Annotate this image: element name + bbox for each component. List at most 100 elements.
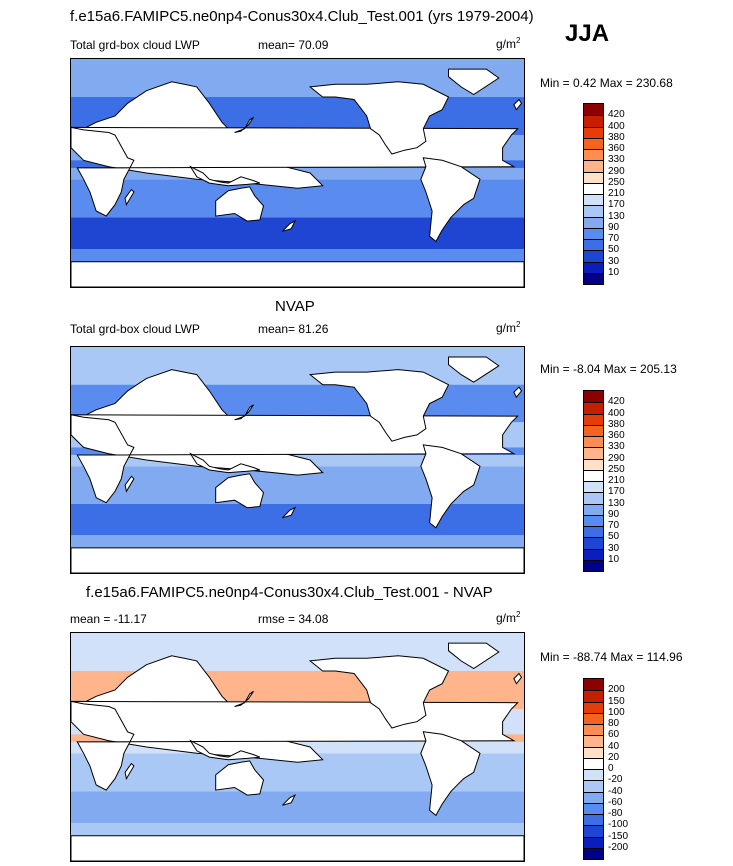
colorbar-tick-label: 90 [608,508,620,520]
land-outline [282,506,297,519]
ocean-band-southern-edge [71,249,524,262]
colorbar-box [584,514,603,526]
colorbar-tick-label: 10 [608,553,620,565]
panel1-map [70,58,525,288]
colorbar-box [584,847,603,859]
colorbar-tick-label: 60 [608,729,620,741]
colorbar-tick-label: -80 [608,808,623,819]
colorbar-tick-label: 360 [608,430,625,441]
colorbar-box [584,769,603,781]
colorbar-box [584,537,603,549]
colorbar-box [584,261,603,273]
land-outline [308,81,450,155]
colorbar-box [584,780,603,792]
colorbar-tick-label: 170 [608,486,625,498]
colorbar-box [584,149,603,161]
colorbar-box [584,194,603,206]
panel1-colorbar: 420 400 380 360 330 290 250 210 170 130 90 70 50 30 10 [583,103,625,285]
colorbar-box [584,712,603,724]
ocean-band-southern [71,791,524,823]
colorbar-box [584,735,603,747]
colorbar-tick-label: -20 [608,774,623,786]
colorbar-tick-label: 90 [608,221,620,233]
colorbar-tick-label: 100 [608,706,625,718]
land-outline [234,116,254,133]
colorbar-box [584,679,603,691]
colorbar-box [584,503,603,515]
colorbar-tick-label: 250 [608,463,625,475]
colorbar-tick-label: 70 [608,233,620,244]
colorbar-box [584,250,603,262]
colorbar-tick-label: 400 [608,120,625,132]
panel3-min-max: Min = -88.74 Max = 114.96 [540,650,683,664]
colorbar-box [584,447,603,459]
colorbar-box [584,104,603,116]
figure-title: f.e15a6.FAMIPC5.ne0np4-Conus30x4.Club_Te… [70,8,534,25]
colorbar-box [584,126,603,138]
colorbar-box [584,791,603,803]
colorbar-tick-label: 210 [608,475,625,486]
land-outline [282,793,297,806]
panel3-map [70,632,525,862]
map-canvas [71,633,524,861]
colorbar-box [584,424,603,436]
colorbar-box [584,216,603,228]
season-label: JJA [565,20,610,47]
colorbar-tick-label: 130 [608,210,625,222]
land-outline [215,760,265,796]
colorbar-tick-label: 10 [608,266,620,278]
colorbar-tick-label: 50 [608,531,620,543]
panel2-min-max: Min = -8.04 Max = 205.13 [540,362,677,376]
colorbar-box [584,137,603,149]
panel3-heading: f.e15a6.FAMIPC5.ne0np4-Conus30x4.Club_Te… [86,584,493,601]
land-outline [420,444,481,529]
ocean-band-southern [71,503,524,536]
colorbar-tick-label: 200 [608,684,625,696]
colorbar-box [584,836,603,848]
land-outline [189,165,260,187]
colorbar-tick-label: 420 [608,109,625,121]
panel2-colorbar: 420 400 380 360 330 290 250 210 170 130 90 70 50 30 10 [583,390,625,572]
colorbar-tick-label: 360 [608,143,625,154]
colorbar-box [584,458,603,470]
colorbar-box [584,757,603,769]
colorbar-box [584,690,603,702]
land-outline [189,452,260,474]
colorbar-box [584,825,603,837]
land-outline [448,356,500,383]
colorbar-box [584,413,603,425]
colorbar-tick-label: 20 [608,751,620,763]
colorbar-tick-label: -60 [608,796,623,808]
panel1-units-label: g/m2 [496,36,521,51]
panel3-units-label: g/m2 [496,610,521,625]
panel1-mean-label: mean= 70.09 [258,38,329,52]
colorbar-tick-label: 290 [608,452,625,464]
panel2-units-label: g/m2 [496,320,521,335]
land-outline [71,261,524,287]
colorbar-tick-label: 70 [608,520,620,531]
land-outline [448,68,500,96]
colorbar-box [584,559,603,571]
colorbar-box [584,548,603,560]
colorbar-box [584,481,603,493]
land-outline [215,473,265,509]
colorbar-tick-label: 380 [608,418,625,430]
panel3-colorbar: 200 150 100 80 60 40 20 0 -20 -40 -60 -80 -100 -150 -2… [583,678,628,860]
colorbar-box [584,171,603,183]
colorbar-tick-label: -100 [608,819,629,831]
land-outline [308,655,450,729]
colorbar-tick-label: 250 [608,176,625,188]
map-canvas [71,347,524,573]
colorbar-tick-label: 380 [608,131,625,143]
colorbar-box [584,239,603,251]
colorbar-box [584,272,603,284]
panel2-mean-label: mean= 81.26 [258,322,329,336]
land-outline [513,386,523,399]
land-outline [215,186,265,222]
land-outline [234,404,254,421]
colorbar-tick-label: 420 [608,396,625,408]
colorbar-tick-label: 80 [608,718,620,729]
panel1-variable-label: Total grd-box cloud LWP [70,38,200,52]
colorbar-box [584,436,603,448]
land-outline [513,672,523,685]
